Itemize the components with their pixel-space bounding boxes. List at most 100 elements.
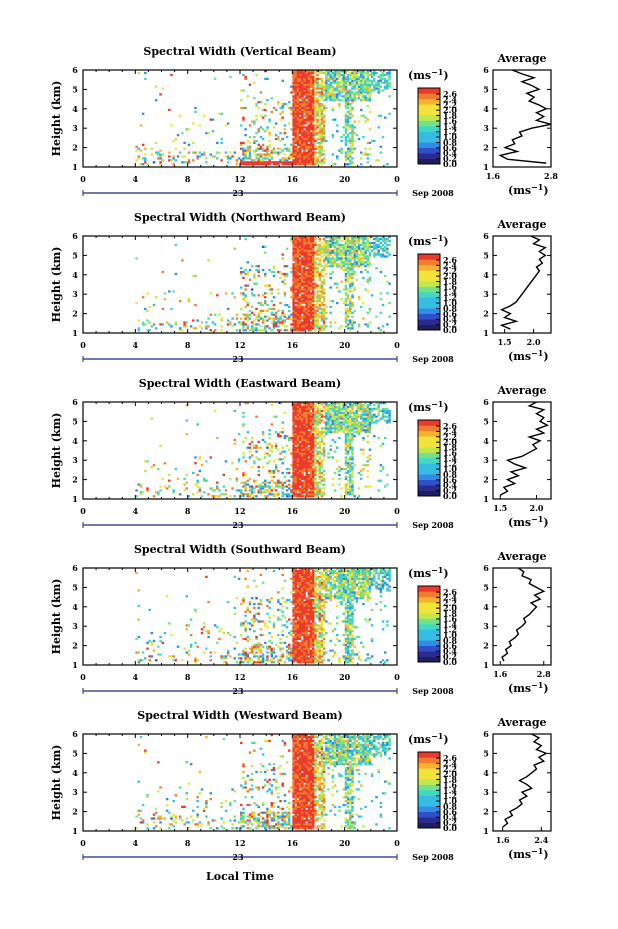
heatmap-cell — [294, 440, 298, 444]
heatmap-cell — [157, 151, 160, 154]
heatmap-cell — [159, 149, 162, 152]
heatmap-cell — [296, 477, 300, 480]
heatmap-cell — [336, 157, 339, 160]
heatmap-cell — [288, 122, 291, 125]
heatmap-cell — [349, 102, 352, 106]
heatmap-cell — [307, 458, 311, 461]
heatmap-cell — [281, 481, 284, 484]
heatmap-cell — [301, 118, 304, 121]
y-axis-label: Height (km) — [50, 81, 63, 157]
colorbar-unit-base: (ms — [408, 235, 431, 248]
heatmap-cell — [349, 259, 352, 262]
heatmap-cell — [178, 329, 182, 332]
heatmap-cell — [205, 460, 208, 463]
heatmap-cell — [261, 149, 265, 152]
heatmap-cell — [307, 75, 311, 79]
heatmap-cell — [292, 163, 295, 166]
heatmap-cell — [292, 151, 295, 154]
heatmap-cell — [314, 97, 317, 100]
heatmap-cell — [383, 255, 387, 258]
heatmap-cell — [318, 161, 322, 164]
heatmap-cell — [146, 163, 149, 166]
heatmap-cell — [373, 421, 376, 424]
heatmap-cell — [346, 239, 350, 243]
heatmap-cell — [296, 411, 300, 414]
heatmap-cell — [307, 464, 311, 467]
heatmap-cell — [320, 89, 324, 92]
heatmap-cell — [316, 450, 319, 453]
heatmap-cell — [244, 460, 247, 463]
heatmap-cell — [322, 261, 326, 264]
heatmap-cell — [144, 159, 147, 162]
heatmap-cell — [292, 471, 295, 475]
heatmap-cell — [301, 236, 304, 239]
heatmap-cell — [373, 87, 376, 90]
heatmap-cell — [366, 469, 370, 473]
heatmap-cell — [346, 315, 350, 318]
heatmap-cell — [309, 110, 313, 113]
heatmap-cell — [294, 442, 298, 445]
avg-y-tick-label: 2 — [483, 143, 489, 153]
heatmap-cell — [316, 489, 319, 492]
heatmap-cell — [316, 151, 319, 154]
heatmap-cell — [362, 99, 365, 102]
heatmap-cell — [305, 284, 308, 287]
heatmap-cell — [364, 255, 367, 258]
heatmap-cell — [349, 433, 352, 436]
heatmap-cell — [301, 305, 304, 309]
heatmap-cell — [183, 155, 186, 158]
heatmap-cell — [366, 429, 370, 432]
heatmap-cell — [255, 139, 258, 143]
heatmap-cell — [386, 87, 389, 90]
heatmap-cell — [327, 259, 330, 262]
heatmap-cell — [320, 141, 324, 145]
heatmap-cell — [296, 257, 300, 260]
heatmap-cell — [301, 141, 304, 145]
heatmap-cell — [259, 489, 263, 492]
heatmap-cell — [327, 243, 330, 246]
heatmap-cell — [259, 317, 263, 320]
heatmap-cell — [312, 89, 315, 92]
y-tick-label: 3 — [72, 123, 78, 133]
heatmap-cell — [351, 137, 354, 141]
heatmap-cell — [305, 411, 308, 414]
heatmap-cell — [253, 282, 256, 285]
heatmap-cell — [329, 431, 332, 434]
heatmap-cell — [357, 95, 361, 98]
heatmap-cell — [344, 106, 348, 110]
heatmap-cell — [312, 491, 315, 494]
heatmap-cell — [338, 75, 341, 79]
heatmap-cell — [325, 421, 328, 424]
heatmap-cell — [198, 487, 202, 490]
heatmap-cell — [336, 237, 339, 241]
heatmap-cell — [375, 267, 378, 270]
heatmap-cell — [301, 309, 304, 312]
heatmap-cell — [307, 91, 311, 94]
heatmap-cell — [261, 128, 265, 131]
heatmap-cell — [349, 446, 352, 449]
heatmap-cell — [322, 139, 326, 143]
heatmap-cell — [303, 487, 306, 490]
heatmap-cell — [303, 101, 306, 104]
heatmap-cell — [333, 405, 337, 409]
heatmap-cell — [346, 272, 350, 276]
heatmap-cell — [346, 493, 350, 496]
avg-y-tick-label: 2 — [483, 475, 489, 485]
heatmap-cell — [377, 479, 380, 482]
heatmap-cell — [316, 321, 319, 324]
heatmap-cell — [264, 481, 267, 484]
heatmap-cell — [272, 415, 276, 418]
heatmap-cell — [298, 403, 302, 407]
heatmap-cell — [353, 70, 356, 73]
heatmap-cell — [298, 483, 302, 486]
heatmap-cell — [298, 110, 302, 113]
heatmap-cell — [237, 321, 241, 324]
heatmap-cell — [244, 473, 247, 477]
heatmap-cell — [253, 479, 256, 482]
heatmap-cell — [298, 415, 302, 418]
heatmap-cell — [349, 120, 352, 123]
heatmap-cell — [277, 147, 280, 150]
heatmap-cell — [314, 431, 317, 434]
heatmap-cell — [351, 487, 354, 490]
heatmap-cell — [192, 122, 195, 125]
